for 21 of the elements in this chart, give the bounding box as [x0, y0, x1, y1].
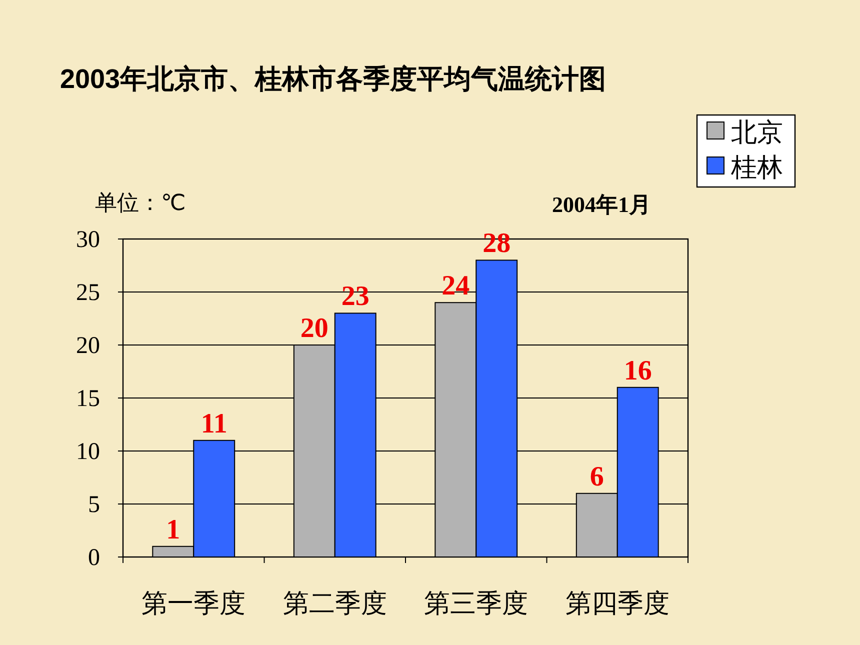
data-label: 6 — [590, 461, 604, 492]
data-label: 20 — [300, 313, 328, 344]
text: 单位：℃ — [95, 190, 186, 215]
y-tick-label: 0 — [88, 545, 100, 571]
y-tick-label: 25 — [76, 280, 100, 306]
x-tick-label: 第四季度 — [565, 589, 670, 618]
legend-label: 北京 — [731, 118, 783, 147]
data-label: 11 — [200, 408, 228, 440]
y-tick-label: 5 — [88, 492, 100, 518]
x-tick-label: 第二季度 — [282, 589, 387, 618]
data-label: 1 — [166, 514, 180, 546]
y-tick-label: 20 — [76, 333, 100, 359]
y-tick-label: 15 — [76, 386, 100, 412]
y-tick-label: 10 — [76, 439, 100, 465]
x-tick-label: 第一季度 — [142, 589, 246, 618]
legend-label: 桂林 — [730, 153, 783, 182]
data-label: 16 — [624, 355, 652, 386]
chart-title: 2003年北京市、桂林市各季度平均气温统计图 — [60, 64, 606, 94]
x-tick-label: 第三季度 — [424, 589, 528, 618]
text: 2004年1月 — [552, 192, 651, 217]
y-tick-label: 30 — [76, 227, 100, 253]
